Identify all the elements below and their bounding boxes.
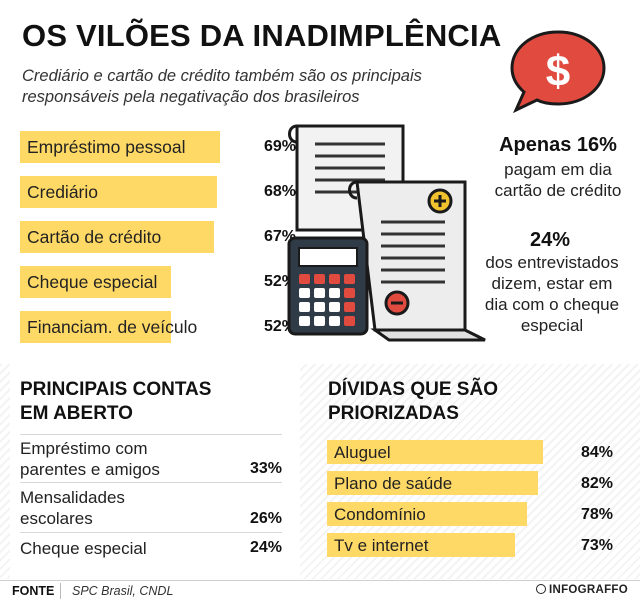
dollar-speech-bubble-icon: $ — [510, 30, 606, 114]
bar-label: Tv e internet — [334, 536, 429, 555]
bar-value-label: 78% — [580, 506, 613, 523]
label-line: escolares — [20, 509, 93, 528]
bar-label: Aluguel — [334, 443, 391, 462]
bar-row: Empréstimo pessoal 69% — [20, 131, 296, 176]
calculator-key — [329, 302, 340, 312]
label-line: Empréstimo com — [20, 439, 148, 458]
table-row: Empréstimo com parentes e amigos 33% — [20, 434, 282, 482]
title-line: PRINCIPAIS CONTAS — [20, 379, 212, 400]
calculator-key — [299, 316, 310, 326]
bar — [20, 266, 171, 298]
receipt-calculator-illustration — [287, 124, 486, 342]
bar-value-label: 67% — [263, 228, 296, 245]
bar — [327, 533, 515, 557]
bar — [20, 311, 171, 343]
stat-line: especial — [520, 316, 584, 335]
bar-value-label: 68% — [263, 183, 296, 200]
open-accounts-panel: PRINCIPAIS CONTAS EM ABERTO Empréstimo c… — [10, 364, 300, 579]
bar-row: Condomínio 78% — [327, 502, 617, 533]
footer: FONTE SPC Brasil, CNDL INFOGRAFFO — [0, 580, 640, 600]
bar-label: Financiam. de veículo — [27, 317, 198, 337]
bar-row: Crediário 68% — [20, 176, 296, 221]
bar-label: Cheque especial — [27, 272, 158, 292]
label-line: Cheque especial — [20, 539, 147, 558]
open-accounts-title: PRINCIPAIS CONTAS EM ABERTO — [20, 378, 280, 426]
table-row: Cheque especial 24% — [20, 532, 282, 564]
calculator-key — [314, 288, 325, 298]
page-title: OS VILÕES DA INADIMPLÊNCIA — [22, 18, 502, 53]
stat-credit-card-value: Apenas 16% — [499, 134, 617, 156]
bar — [327, 471, 538, 495]
row-value: 24% — [249, 539, 282, 556]
calculator-key — [299, 274, 310, 284]
bar-row: Cheque especial 52% — [20, 266, 296, 311]
table-row: Mensalidades escolares 26% — [20, 482, 282, 532]
bar-row: Aluguel 84% — [327, 440, 617, 471]
calculator-key — [344, 302, 355, 312]
title-line: DÍVIDAS QUE SÃO — [328, 379, 498, 400]
source-label: FONTE — [12, 584, 55, 598]
row-value: 26% — [249, 510, 282, 527]
row-label: Cheque especial — [20, 538, 147, 559]
bar-value-label: 69% — [263, 138, 296, 155]
stat-overdraft-text: dos entrevistados dizem, estar em dia co… — [466, 252, 638, 336]
bar — [20, 176, 217, 208]
row-label: Empréstimo com parentes e amigos — [20, 438, 160, 480]
row-label: Mensalidades escolares — [20, 487, 125, 529]
calculator-key — [314, 274, 325, 284]
bar-row: Tv e internet 73% — [327, 533, 617, 564]
bar-value-label: 73% — [580, 537, 613, 554]
bar-row: Financiam. de veículo 52% — [20, 311, 296, 356]
calculator-key — [329, 288, 340, 298]
label-line: Mensalidades — [20, 488, 125, 507]
calculator-key — [314, 302, 325, 312]
stat-line: cartão de crédito — [494, 181, 622, 200]
brand-logo: INFOGRAFFO — [535, 584, 628, 596]
main-bar-chart: Empréstimo pessoal 69% Crediário 68% Cartão … — [20, 131, 296, 356]
row-value: 33% — [249, 460, 282, 477]
brand-icon — [535, 584, 546, 594]
calculator-icon — [287, 236, 369, 336]
plus-icon — [427, 188, 453, 214]
minus-icon — [384, 290, 410, 316]
title-line: PRIORIZADAS — [328, 403, 459, 424]
calculator-key — [329, 316, 340, 326]
bar-label: Crediário — [27, 182, 98, 202]
stat-overdraft-value: 24% — [529, 229, 571, 251]
stat-credit-card-text: pagam em dia cartão de crédito — [474, 159, 640, 201]
divider — [60, 583, 61, 599]
prioritized-debts-chart: Aluguel 84% Plano de saúde 82% Condomínio 78%… — [327, 440, 617, 564]
calculator-key — [329, 274, 340, 284]
stat-line: dia com o cheque — [484, 295, 620, 314]
bar-row: Plano de saúde 82% — [327, 471, 617, 502]
page-subtitle: Crediário e cartão de crédito também são… — [22, 67, 422, 106]
bar-value-label: 84% — [580, 444, 613, 461]
calculator-key — [299, 288, 310, 298]
bar-row: Cartão de crédito 67% — [20, 221, 296, 266]
calculator-key — [299, 302, 310, 312]
bar — [20, 131, 220, 163]
bar — [327, 502, 527, 526]
svg-text:$: $ — [546, 47, 570, 96]
calculator-key — [344, 316, 355, 326]
bar-label: Condomínio — [334, 505, 426, 524]
prioritized-debts-title: DÍVIDAS QUE SÃO PRIORIZADAS — [328, 378, 588, 426]
label-line: parentes e amigos — [20, 460, 160, 479]
bar-label: Empréstimo pessoal — [27, 137, 186, 157]
calculator-key — [314, 316, 325, 326]
bar-label: Cartão de crédito — [27, 227, 162, 247]
bar-label: Plano de saúde — [334, 474, 453, 493]
stat-line: dizem, estar em — [491, 274, 613, 293]
brand-name: INFOGRAFFO — [548, 584, 628, 596]
calculator-key — [344, 288, 355, 298]
title-line: EM ABERTO — [20, 403, 133, 424]
stat-line: dos entrevistados — [485, 253, 619, 272]
calculator-key — [344, 274, 355, 284]
bar — [327, 440, 543, 464]
bar — [20, 221, 214, 253]
receipt-icon — [348, 180, 486, 342]
bar-value-label: 82% — [580, 475, 613, 492]
source-text: SPC Brasil, CNDL — [72, 584, 174, 598]
stat-line: pagam em dia — [504, 160, 612, 179]
